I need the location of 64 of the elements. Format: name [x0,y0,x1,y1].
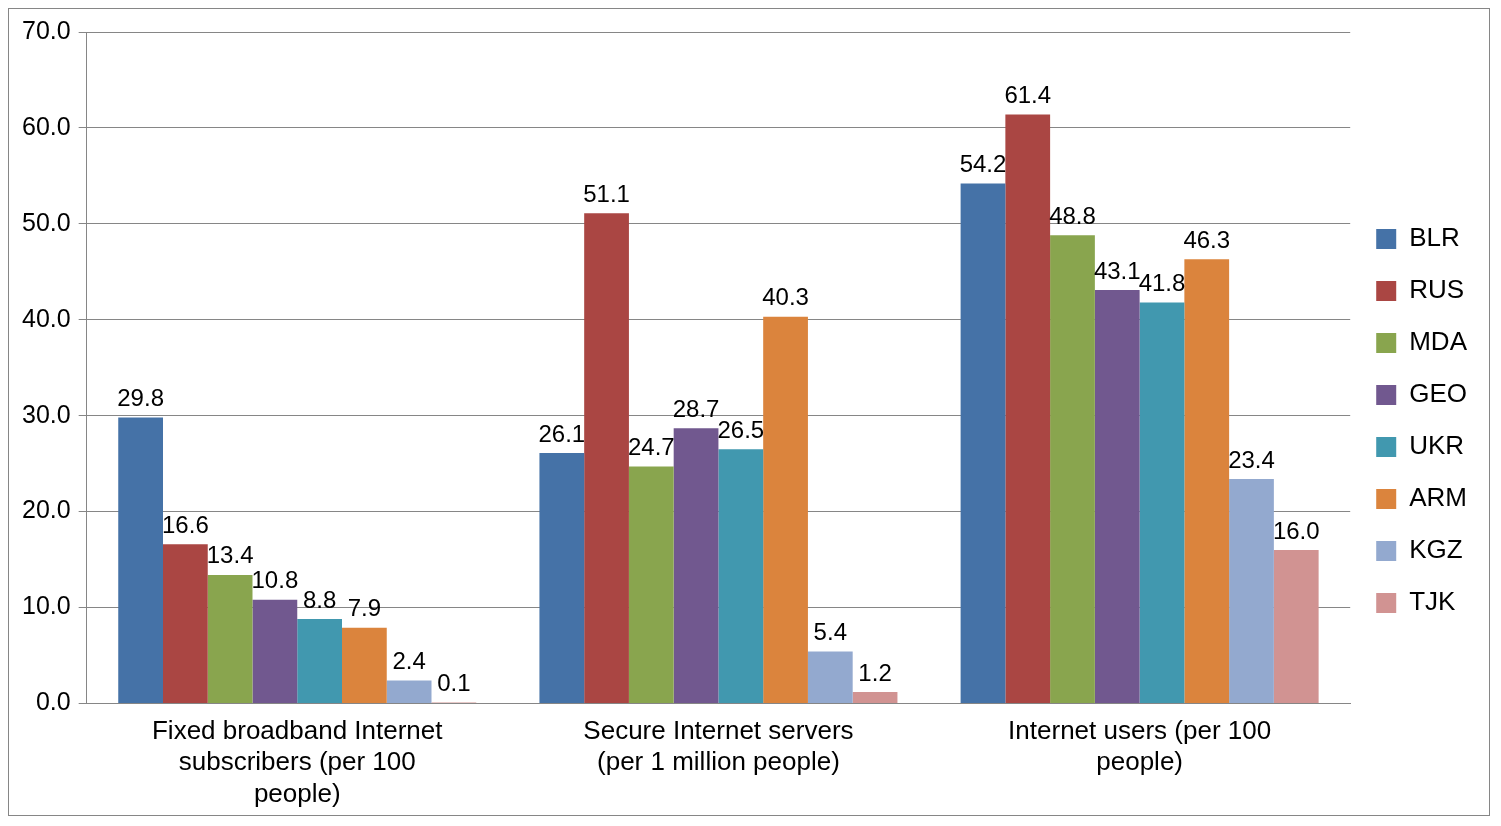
bar [207,574,253,703]
y-tick-label: 0.0 [35,687,71,716]
data-label: 40.3 [762,283,809,311]
bar [342,627,387,703]
x-tick-label: Fixed broadband Internet subscribers (per 100 people) [151,715,444,808]
y-tick-label: 50.0 [21,207,71,236]
x-tick-label: Secure Internet servers (per 1 million people) [583,715,854,777]
bar [297,619,342,703]
data-label: 0.1 [437,669,471,697]
bar [1273,549,1319,703]
bar [1139,302,1185,703]
legend-label: BLR [1409,222,1460,253]
data-label: 1.2 [858,658,892,686]
legend-label: UKR [1409,430,1465,461]
data-label: 28.7 [672,394,720,422]
data-label: 16.6 [162,510,209,538]
data-label: 16.0 [1272,516,1320,544]
bar [960,183,1006,703]
y-tick-label: 10.0 [21,591,71,620]
x-tick-label: Internet users (per 100 people) [1008,715,1272,777]
data-label: 13.4 [206,541,254,569]
y-tick-label: 30.0 [21,399,71,428]
data-label: 7.9 [347,594,382,622]
bar [763,316,808,703]
data-label: 54.2 [959,150,1007,178]
legend-label: ARM [1409,482,1467,513]
bar [386,680,432,703]
legend-label: MDA [1409,326,1468,357]
y-tick-label: 40.0 [21,303,71,332]
bar [1229,478,1274,703]
legend-label: RUS [1409,274,1465,305]
data-label: 61.4 [1004,81,1052,109]
bar [718,449,764,703]
bar [673,428,719,703]
bar [1005,114,1051,703]
data-label: 2.4 [392,647,426,675]
bar [1184,259,1230,703]
data-label: 26.1 [538,419,586,447]
data-label: 26.5 [717,415,765,443]
legend-label: TJK [1409,586,1457,617]
bar [807,651,853,703]
data-label: 46.3 [1183,225,1231,253]
bar [118,417,163,703]
bar [1050,235,1095,703]
y-tick-label: 60.0 [21,111,71,140]
bar [852,691,898,703]
data-label: 8.8 [302,585,337,613]
data-label: 10.8 [251,566,299,594]
legend-label: KGZ [1409,534,1463,565]
data-label: 51.1 [583,179,630,207]
bar [539,453,585,703]
legend-label: GEO [1409,378,1468,409]
bar [1094,290,1140,703]
y-tick-label: 70.0 [21,15,71,44]
data-label: 41.8 [1138,269,1186,297]
data-label: 24.7 [627,433,675,461]
y-tick-label: 20.0 [21,495,71,524]
bar [252,599,298,703]
bar [584,213,629,703]
data-label: 5.4 [813,618,847,646]
bar [163,544,208,703]
data-label: 23.4 [1228,445,1275,473]
data-label: 29.8 [117,384,164,412]
bar [628,466,674,703]
